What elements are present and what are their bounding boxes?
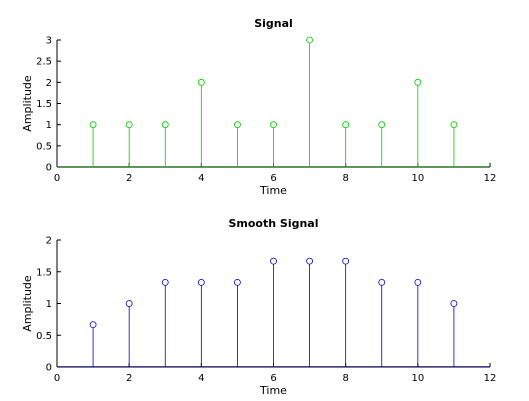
y-axis-label: Amplitude [21, 75, 34, 132]
y-tick-label: 3 [46, 36, 52, 47]
y-tick-label: 1 [46, 120, 52, 131]
stem-marker [270, 121, 277, 129]
stem-marker [161, 121, 169, 129]
chart-title: Signal [254, 17, 293, 30]
x-axis-label: Time [259, 384, 287, 397]
y-axis-label: Amplitude [21, 275, 34, 332]
x-tick-label: 6 [270, 373, 276, 384]
y-tick-label: 1.5 [36, 99, 52, 110]
x-tick-label: 10 [411, 373, 424, 384]
x-tick-label: 12 [484, 173, 497, 184]
y-tick-label: 1 [46, 299, 52, 310]
x-tick-label: 8 [342, 173, 348, 184]
stem-marker [161, 278, 169, 286]
stem-marker [270, 257, 277, 265]
stem-marker [450, 121, 458, 129]
stem-marker [197, 78, 205, 86]
x-tick-label: 4 [198, 373, 204, 384]
x-tick-label: 0 [54, 173, 60, 184]
stem-marker [342, 121, 350, 129]
stem-marker [234, 121, 241, 129]
stem-marker [450, 300, 458, 307]
x-tick-label: 0 [54, 373, 60, 384]
stem-marker [414, 78, 422, 86]
stem-marker [342, 257, 350, 265]
x-tick-label: 12 [484, 373, 497, 384]
y-tick-label: 0 [46, 363, 52, 374]
stem-marker [378, 121, 386, 129]
chart-signal: Signal 0 2 4 6 8 10 12 0 0.5 1 1.5 2 2.5 3 Time Amplitud… [21, 17, 496, 197]
x-tick-label: 2 [126, 373, 132, 384]
y-tick-label: 1.5 [36, 267, 52, 278]
stem-marker [306, 36, 313, 44]
x-tick-label: 8 [342, 373, 348, 384]
stem-marker [234, 278, 241, 286]
stem-marker [125, 300, 133, 307]
x-tick-label: 2 [126, 173, 132, 184]
stem-marker [306, 257, 313, 265]
x-tick-label: 4 [198, 173, 204, 184]
stem-marker [125, 121, 133, 129]
chart-title: Smooth Signal [228, 217, 318, 230]
chart-smooth-signal: Smooth Signal 0 2 4 6 8 10 12 0 0.5 1 1.5 2 Time Ampli… [21, 217, 496, 397]
y-tick-label: 0 [46, 163, 52, 174]
stem-marker [89, 121, 97, 129]
x-tick-label: 10 [411, 173, 424, 184]
y-tick-label: 2.5 [36, 57, 52, 68]
y-tick-label: 2 [46, 236, 52, 247]
x-tick-label: 6 [270, 173, 276, 184]
y-tick-label: 2 [46, 78, 52, 89]
stem-marker [378, 278, 386, 286]
y-tick-label: 0.5 [36, 141, 52, 152]
stem-marker [89, 321, 97, 329]
x-axis-label: Time [259, 184, 287, 197]
stem-marker [197, 278, 205, 286]
stem-marker [414, 278, 422, 286]
y-tick-label: 0.5 [36, 331, 52, 342]
